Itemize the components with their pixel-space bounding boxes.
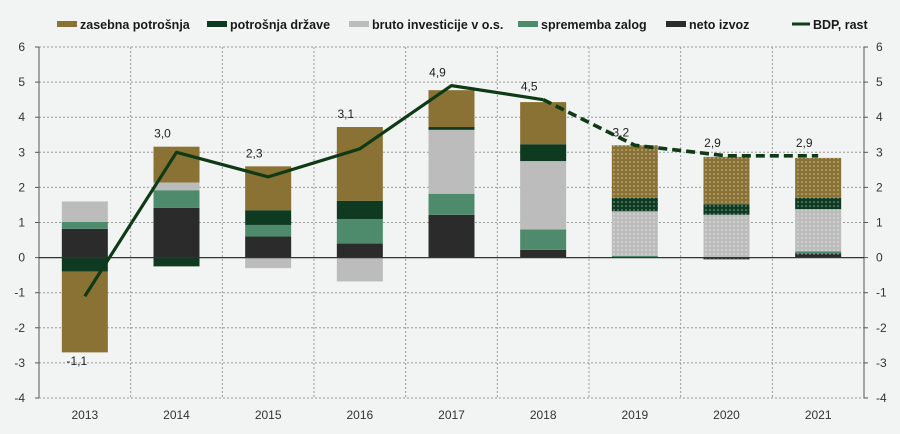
- bar-segment: [61, 221, 108, 229]
- bar-segment: [336, 200, 383, 219]
- y-tick-label-left: 4: [18, 110, 25, 124]
- bar-segment: [153, 257, 200, 267]
- bar-segment: [153, 190, 200, 208]
- gdp-growth-label: 2,3: [246, 146, 263, 160]
- x-tick-label: 2013: [71, 408, 98, 422]
- x-tick-label: 2016: [346, 408, 373, 422]
- bar-segment: [245, 236, 292, 258]
- bar-segment: [336, 243, 383, 258]
- y-tick-label-right: 2: [876, 180, 883, 194]
- bar-segment: [336, 257, 383, 282]
- legend-swatch: [57, 21, 77, 27]
- legend-label: neto izvoz: [689, 18, 749, 32]
- legend-label: bruto investicije v o.s.: [372, 18, 503, 32]
- gdp-line: [83, 84, 819, 298]
- x-tick-label: 2017: [438, 408, 465, 422]
- y-tick-label-left: 1: [18, 216, 25, 230]
- x-tick-label: 2014: [163, 408, 190, 422]
- gdp-growth-label: 2,9: [704, 136, 721, 150]
- x-tick-label: 2021: [805, 408, 832, 422]
- bar-segment: [61, 257, 108, 272]
- bar-segment-forecast-pattern: [703, 204, 750, 215]
- legend-swatch: [666, 21, 686, 27]
- gdp-growth-label: -1,1: [66, 354, 87, 368]
- y-tick-label-right: 3: [876, 145, 883, 159]
- gdp-line-forecast: [542, 98, 819, 158]
- gdp-line-actual: [83, 84, 544, 298]
- y-tick-label-right: 0: [876, 251, 883, 265]
- gdp-growth-label: 4,5: [521, 80, 538, 94]
- x-tick-label: 2020: [713, 408, 740, 422]
- bar-segment-forecast-pattern: [703, 257, 750, 260]
- y-tick-label-left: -2: [14, 321, 25, 335]
- legend-label: zasebna potrošnja: [80, 18, 191, 32]
- bar-segment: [245, 210, 292, 225]
- bar-segment-forecast-pattern: [703, 156, 750, 205]
- bar-segment: [428, 214, 475, 258]
- bar-segment-forecast-pattern: [611, 255, 658, 258]
- bar-segment: [428, 127, 475, 130]
- bar-segment-forecast-pattern: [795, 253, 842, 258]
- y-tick-label-left: 3: [18, 145, 25, 159]
- bar-segment-forecast-pattern: [611, 145, 658, 198]
- y-tick-label-right: -1: [876, 286, 887, 300]
- bar-segment: [336, 218, 383, 244]
- legend-swatch: [207, 21, 227, 27]
- bar-segment: [245, 257, 292, 269]
- axes: -4 -3 -2 -1 0 1 2 3 4 5 6 -4 -3 -2 -1 0 1 2 3 4 5 6 2013 2014 20…: [14, 40, 887, 422]
- legend-swatch: [518, 21, 538, 27]
- legend-label: potrošnja države: [230, 18, 330, 32]
- bar-segment: [245, 224, 292, 237]
- y-tick-label-left: 5: [18, 75, 25, 89]
- bar-segment: [520, 249, 567, 258]
- y-tick-label-left: -4: [14, 391, 25, 405]
- x-tick-label: 2018: [530, 408, 557, 422]
- y-tick-label-left: 2: [18, 180, 25, 194]
- y-tick-label-right: 1: [876, 216, 883, 230]
- x-tick-label: 2015: [255, 408, 282, 422]
- gdp-growth-label: 2,9: [796, 136, 813, 150]
- legend-label: BDP, rast: [813, 18, 868, 32]
- y-tick-label-left: -3: [14, 356, 25, 370]
- bar-segment: [153, 182, 200, 191]
- legend-label: sprememba zalog: [541, 18, 647, 32]
- y-tick-label-right: -2: [876, 321, 887, 335]
- y-tick-label-left: 0: [18, 251, 25, 265]
- bar-segment-forecast-pattern: [611, 211, 658, 256]
- y-tick-label-left: -1: [14, 286, 25, 300]
- bar-segment: [61, 201, 108, 222]
- gdp-growth-label: 3,2: [612, 125, 629, 139]
- bar-segment: [428, 129, 475, 194]
- gdp-growth-label: 3,1: [337, 107, 354, 121]
- gdp-growth-label: 3,0: [154, 127, 171, 141]
- bar-segment: [61, 228, 108, 258]
- y-tick-label-right: 5: [876, 75, 883, 89]
- bar-segment: [520, 161, 567, 230]
- y-tick-label-right: -4: [876, 391, 887, 405]
- bar-segment: [428, 193, 475, 215]
- bar-segment: [520, 229, 567, 250]
- y-tick-label-right: -3: [876, 356, 887, 370]
- legend: zasebna potrošnja potrošnja države bruto i…: [57, 18, 868, 32]
- data-labels: -1,1 3,0 2,3 3,1 4,9 4,5 3,2 2,9 2,9: [66, 66, 812, 368]
- y-tick-label-right: 6: [876, 40, 883, 54]
- legend-swatch: [349, 21, 369, 27]
- bar-segment: [61, 271, 108, 353]
- bars: [61, 90, 842, 353]
- bar-segment-forecast-pattern: [795, 251, 842, 254]
- gdp-growth-label: 4,9: [429, 66, 446, 80]
- bar-segment: [153, 207, 200, 258]
- y-tick-label-left: 6: [18, 40, 25, 54]
- bar-segment-forecast-pattern: [795, 157, 842, 198]
- bar-segment-forecast-pattern: [611, 197, 658, 212]
- bar-segment-forecast-pattern: [703, 214, 750, 258]
- x-tick-label: 2019: [621, 408, 648, 422]
- bar-segment-forecast-pattern: [795, 209, 842, 252]
- y-tick-label-right: 4: [876, 110, 883, 124]
- bar-segment-forecast-pattern: [795, 197, 842, 210]
- bar-segment: [520, 144, 567, 162]
